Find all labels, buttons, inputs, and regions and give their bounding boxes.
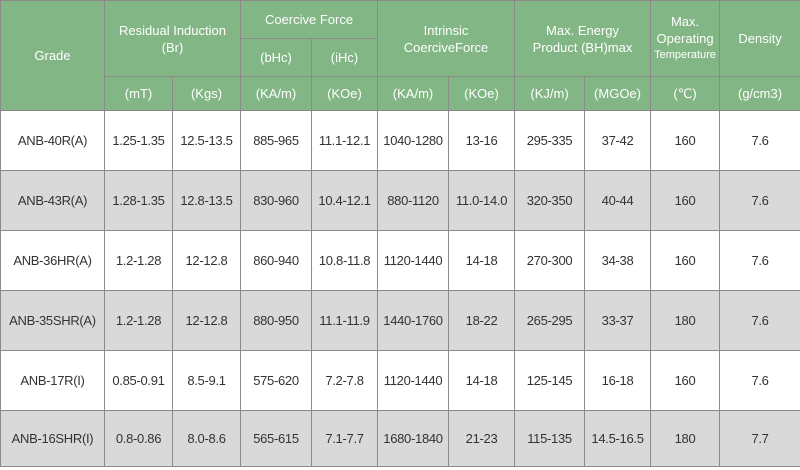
header-max-op-line3: Temperature xyxy=(654,49,716,61)
header-coercive-force: Coercive Force xyxy=(239,0,379,39)
unit-mgoe: (MGOe) xyxy=(584,76,652,111)
cell-bhmax-mgoe: 40-44 xyxy=(584,170,652,231)
cell-ihc-koe: 7.1-7.7 xyxy=(310,410,379,467)
cell-bhc-kam: 860-940 xyxy=(240,230,312,291)
header-max-energy-product: Max. Energy Product (BH)max xyxy=(514,0,652,77)
cell-grade: ANB-36HR(A) xyxy=(0,230,105,291)
cell-intrinsic-kam: 1680-1840 xyxy=(377,410,450,467)
unit-ka-m-intrinsic: (KA/m) xyxy=(377,76,450,111)
cell-ihc-koe: 10.8-11.8 xyxy=(310,230,379,291)
unit-celsius: (℃) xyxy=(650,76,721,111)
cell-max-temp: 160 xyxy=(650,350,721,411)
header-intrinsic-coercive-force: Intrinsic CoerciveForce xyxy=(377,0,516,77)
cell-br-mt: 1.2-1.28 xyxy=(104,290,173,351)
cell-bhmax-kjm: 320-350 xyxy=(514,170,586,231)
cell-bhmax-mgoe: 14.5-16.5 xyxy=(584,410,652,467)
table-row: ANB-43R(A) 1.28-1.35 12.8-13.5 830-960 1… xyxy=(0,170,800,231)
unit-mt: (mT) xyxy=(104,76,173,111)
unit-kj-m: (KJ/m) xyxy=(514,76,586,111)
cell-bhmax-mgoe: 33-37 xyxy=(584,290,652,351)
cell-bhc-kam: 830-960 xyxy=(240,170,312,231)
cell-grade: ANB-40R(A) xyxy=(0,110,105,171)
table-row: ANB-35SHR(A) 1.2-1.28 12-12.8 880-950 11… xyxy=(0,290,800,351)
header-density: Density xyxy=(719,0,800,77)
cell-density: 7.6 xyxy=(719,170,800,231)
cell-br-mt: 1.25-1.35 xyxy=(104,110,173,171)
cell-grade: ANB-17R(I) xyxy=(0,350,105,411)
cell-br-kgs: 12-12.8 xyxy=(172,230,241,291)
cell-bhmax-mgoe: 16-18 xyxy=(584,350,652,411)
cell-max-temp: 160 xyxy=(650,230,721,291)
cell-grade: ANB-43R(A) xyxy=(0,170,105,231)
cell-br-kgs: 8.0-8.6 xyxy=(172,410,241,467)
header-residual-induction-symbol: (Br) xyxy=(161,39,184,55)
cell-bhmax-kjm: 295-335 xyxy=(514,110,586,171)
cell-intrinsic-kam: 880-1120 xyxy=(377,170,450,231)
cell-max-temp: 180 xyxy=(650,290,721,351)
header-bhc: (bHc) xyxy=(240,38,312,77)
cell-br-mt: 1.28-1.35 xyxy=(104,170,173,231)
cell-bhc-kam: 565-615 xyxy=(240,410,312,467)
header-ihc: (iHc) xyxy=(310,38,379,77)
cell-density: 7.6 xyxy=(719,230,800,291)
cell-bhmax-kjm: 125-145 xyxy=(514,350,586,411)
cell-br-mt: 0.85-0.91 xyxy=(104,350,173,411)
cell-bhmax-mgoe: 34-38 xyxy=(584,230,652,291)
header-max-energy-line1: Max. Energy xyxy=(546,22,620,38)
header-max-energy-line2: Product (BH)max xyxy=(532,39,633,55)
cell-bhc-kam: 885-965 xyxy=(240,110,312,171)
cell-intrinsic-koe: 13-16 xyxy=(448,110,516,171)
cell-br-kgs: 12.8-13.5 xyxy=(172,170,241,231)
cell-intrinsic-kam: 1120-1440 xyxy=(377,350,450,411)
cell-intrinsic-kam: 1040-1280 xyxy=(377,110,450,171)
cell-bhc-kam: 880-950 xyxy=(240,290,312,351)
unit-ka-m: (KA/m) xyxy=(240,76,312,111)
cell-max-temp: 160 xyxy=(650,170,721,231)
header-max-op-line2: Operating xyxy=(656,31,714,46)
unit-koe: (KOe) xyxy=(310,76,379,111)
cell-bhc-kam: 575-620 xyxy=(240,350,312,411)
cell-density: 7.6 xyxy=(719,350,800,411)
header-grade: Grade xyxy=(0,0,105,111)
cell-bhmax-kjm: 115-135 xyxy=(514,410,586,467)
table-row: ANB-17R(I) 0.85-0.91 8.5-9.1 575-620 7.2… xyxy=(0,350,800,411)
header-max-operating-temperature: Max. Operating Temperature xyxy=(650,0,721,77)
cell-ihc-koe: 11.1-11.9 xyxy=(310,290,379,351)
header-residual-induction: Residual Induction (Br) xyxy=(104,0,241,77)
table-row: ANB-40R(A) 1.25-1.35 12.5-13.5 885-965 1… xyxy=(0,110,800,171)
cell-ihc-koe: 10.4-12.1 xyxy=(310,170,379,231)
cell-bhmax-mgoe: 37-42 xyxy=(584,110,652,171)
cell-bhmax-kjm: 270-300 xyxy=(514,230,586,291)
cell-br-kgs: 12-12.8 xyxy=(172,290,241,351)
cell-br-kgs: 12.5-13.5 xyxy=(172,110,241,171)
cell-intrinsic-koe: 18-22 xyxy=(448,290,516,351)
cell-density: 7.6 xyxy=(719,110,800,171)
table-row: ANB-36HR(A) 1.2-1.28 12-12.8 860-940 10.… xyxy=(0,230,800,291)
cell-br-mt: 1.2-1.28 xyxy=(104,230,173,291)
cell-ihc-koe: 11.1-12.1 xyxy=(310,110,379,171)
unit-koe-intrinsic: (KOe) xyxy=(448,76,516,111)
header-max-op-line1: Max. xyxy=(670,14,700,29)
cell-br-mt: 0.8-0.86 xyxy=(104,410,173,467)
cell-intrinsic-kam: 1440-1760 xyxy=(377,290,450,351)
cell-max-temp: 160 xyxy=(650,110,721,171)
cell-grade: ANB-35SHR(A) xyxy=(0,290,105,351)
header-residual-induction-label: Residual Induction xyxy=(119,22,226,38)
table-row: ANB-16SHR(I) 0.8-0.86 8.0-8.6 565-615 7.… xyxy=(0,410,800,467)
cell-intrinsic-koe: 11.0-14.0 xyxy=(448,170,516,231)
cell-bhmax-kjm: 265-295 xyxy=(514,290,586,351)
cell-ihc-koe: 7.2-7.8 xyxy=(310,350,379,411)
cell-intrinsic-kam: 1120-1440 xyxy=(377,230,450,291)
cell-intrinsic-koe: 21-23 xyxy=(448,410,516,467)
unit-kgs: (Kgs) xyxy=(172,76,241,111)
cell-max-temp: 180 xyxy=(650,410,721,467)
cell-intrinsic-koe: 14-18 xyxy=(448,350,516,411)
cell-density: 7.6 xyxy=(719,290,800,351)
cell-density: 7.7 xyxy=(719,410,800,467)
unit-density: (g/cm3) xyxy=(719,76,800,111)
cell-intrinsic-koe: 14-18 xyxy=(448,230,516,291)
cell-br-kgs: 8.5-9.1 xyxy=(172,350,241,411)
cell-grade: ANB-16SHR(I) xyxy=(0,410,105,467)
